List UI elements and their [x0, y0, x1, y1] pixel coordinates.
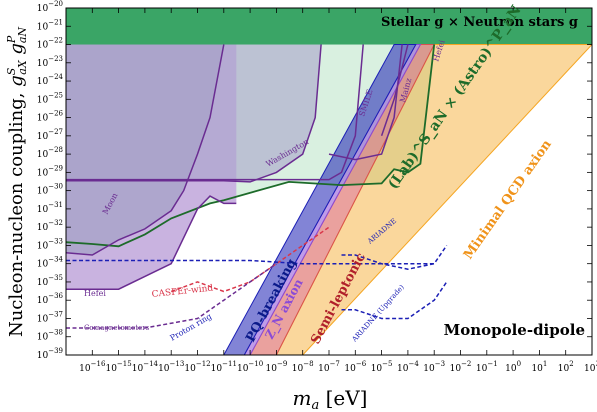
- x-tick-label: 100: [505, 360, 521, 374]
- y-tick-label: 10−28: [37, 146, 63, 160]
- svg-text:Nucleon-nucleon coupling, gSaX: Nucleon-nucleon coupling, gSaX gPaN: [5, 27, 29, 337]
- y-axis-title: Nucleon-nucleon coupling, gSaX gPaN: [5, 27, 29, 337]
- comagnetometers-label: Comagnetometers: [84, 324, 150, 332]
- x-axis-ticks: 10−16 10−15 10−14 10−13 10−12 10−11 10−10 10−9 1…: [65, 8, 597, 374]
- washington-curve: [66, 44, 322, 183]
- x-tick-label: 10−7: [318, 360, 340, 374]
- mainz-curve: [328, 44, 403, 161]
- y-tick-label: 10−38: [37, 329, 63, 343]
- monopole-dipole-label: Monopole-dipole: [444, 321, 585, 339]
- y-tick-label: 10−36: [37, 292, 64, 306]
- stellar-neutron-star-band: [66, 8, 592, 45]
- x-tick-label: 10−13: [158, 360, 184, 374]
- x-tick-label: 10−8: [292, 360, 314, 374]
- x-tick-label: 10−14: [132, 360, 159, 374]
- y-tick-label: 10−31: [37, 201, 63, 215]
- y-tick-label: 10−25: [37, 91, 63, 105]
- x-tick-label: 10−5: [371, 360, 393, 374]
- y-tick-label: 10−21: [37, 18, 63, 32]
- y-tick-label: 10−33: [37, 237, 63, 251]
- proton-ring-label: Proton ring: [169, 312, 214, 343]
- y-tick-label: 10−24: [37, 73, 64, 87]
- y-axis-ticks: 10−39 10−38 10−37 10−36 10−35 10−34 10−33 10−32…: [37, 0, 592, 361]
- x-tick-label: 10−4: [397, 360, 419, 374]
- hefei-label: Hefei: [84, 289, 106, 298]
- hefei-curve: [66, 195, 237, 290]
- y-tick-label: 10−23: [37, 55, 63, 69]
- y-tick-label: 10−39: [37, 347, 63, 361]
- x-tick-label: 10−12: [184, 360, 210, 374]
- hefei-curve: [380, 44, 409, 137]
- x-tick-label: 10−16: [79, 360, 106, 374]
- y-tick-label: 10−34: [37, 256, 64, 270]
- y-tick-label: 10−37: [37, 310, 63, 324]
- x-tick-label: 103: [584, 360, 597, 374]
- y-tick-label: 10−22: [37, 37, 63, 51]
- svg-text:ma [eV]: ma [eV]: [293, 386, 368, 412]
- x-tick-label: 10−9: [266, 360, 288, 374]
- stellar-neutron-star-label: Stellar g × Neutron stars g: [381, 15, 578, 30]
- y-tick-label: 10−30: [37, 183, 63, 197]
- casper-wind-curve: [170, 226, 330, 293]
- x-tick-label: 102: [558, 360, 574, 374]
- y-tick-label: 10−29: [37, 164, 63, 178]
- x-tick-label: 10−11: [211, 360, 237, 374]
- ariadne-curve: [341, 244, 448, 270]
- comagnetometers-curve: [66, 263, 277, 329]
- x-tick-label: 10−6: [344, 360, 366, 374]
- x-tick-label: 10−15: [105, 360, 131, 374]
- plot-area: [66, 8, 592, 355]
- x-tick-label: 10−2: [450, 360, 472, 374]
- x-tick-label: 10−3: [423, 360, 445, 374]
- ariadne-upgrade-curve: [341, 281, 448, 320]
- x-tick-label: 10−10: [237, 360, 263, 374]
- x-tick-label: 101: [531, 360, 547, 374]
- moon-curve: [66, 44, 225, 256]
- pq-breaking-band: [223, 44, 417, 355]
- washington-excluded-region: [66, 8, 322, 182]
- y-tick-label: 10−20: [37, 0, 63, 14]
- smile-curve: [66, 44, 364, 181]
- y-tick-label: 10−27: [37, 128, 63, 142]
- y-tick-label: 10−32: [37, 219, 63, 233]
- x-axis-title: ma [eV]: [293, 386, 368, 412]
- lab-s-an-astro-p-an-curve: [66, 44, 436, 248]
- casper-wind-label: CASPEr-wind: [151, 284, 214, 300]
- x-tick-label: 10−1: [476, 360, 498, 374]
- y-tick-label: 10−26: [37, 110, 64, 124]
- y-tick-label: 10−35: [37, 274, 63, 288]
